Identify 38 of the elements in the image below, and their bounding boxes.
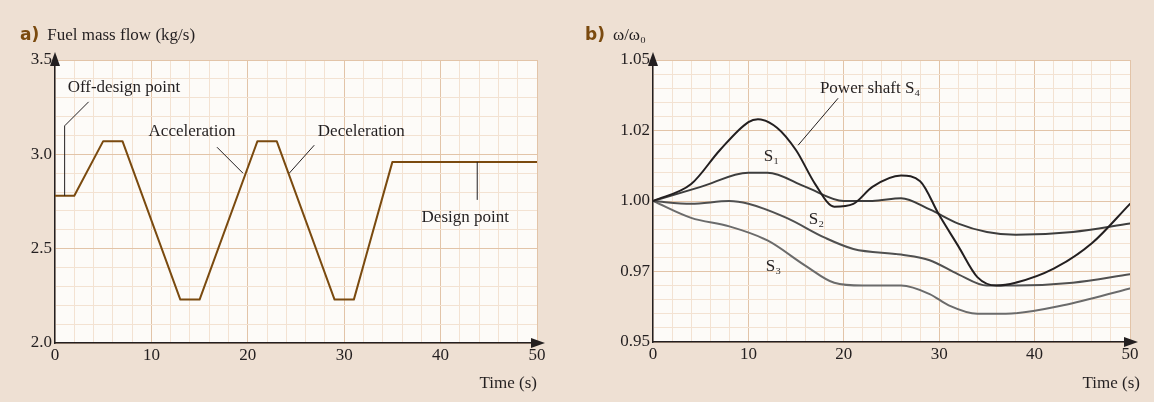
line-series (653, 171, 1130, 236)
annotation: Off-design point (67, 76, 181, 96)
y-tick-label: 1.00 (620, 190, 650, 210)
annotation: Acceleration (148, 121, 236, 141)
y-tick-label: 0.97 (620, 260, 651, 280)
x-tick-label: 20 (835, 343, 853, 363)
text: Power shaft S₄ (819, 78, 921, 98)
annotation: Design point (421, 206, 510, 226)
x-tick-label: 10 (142, 344, 160, 364)
chart-title: a) (20, 24, 40, 44)
x-tick-label: 30 (930, 343, 948, 363)
line-series (653, 200, 1130, 287)
y-axis-title: Fuel mass flow (kg/s) (47, 25, 196, 44)
line-series (653, 200, 1130, 315)
y-tick-label: 0.95 (620, 331, 650, 351)
x-tick-label: 0 (50, 344, 60, 364)
x-tick-label: 50 (1121, 343, 1139, 363)
x-axis-title: Time (s) (1082, 373, 1140, 392)
x-tick-label: 10 (739, 343, 757, 363)
x-tick-label: 40 (432, 344, 450, 364)
y-tick-label: 1.02 (620, 119, 650, 139)
y-tick-label: 2.0 (30, 332, 52, 352)
series-label: S₂ (808, 208, 825, 228)
chart-title: b) (585, 24, 605, 44)
x-tick-label: 40 (1026, 343, 1044, 363)
x-tick-label: 0 (648, 343, 658, 363)
y-tick-label: 2.5 (30, 238, 52, 258)
series-label: S₁ (763, 145, 780, 165)
x-tick-label: 20 (239, 344, 257, 364)
x-axis-title: Time (s) (479, 373, 537, 392)
y-tick-label: 1.05 (620, 49, 650, 69)
x-tick-label: 50 (528, 344, 546, 364)
series-label: S₃ (765, 256, 782, 276)
x-tick-label: 30 (335, 344, 353, 364)
y-axis-title: ω/ω₀ (612, 25, 647, 44)
annotation: Deceleration (317, 121, 406, 141)
y-tick-label: 3.5 (30, 49, 52, 69)
y-tick-label: 3.0 (30, 143, 52, 163)
